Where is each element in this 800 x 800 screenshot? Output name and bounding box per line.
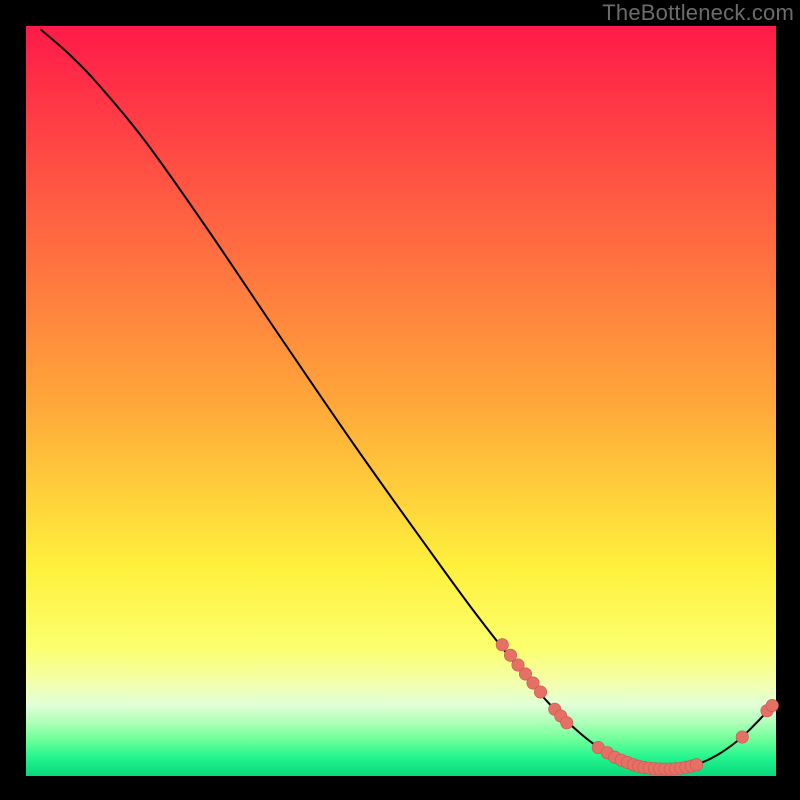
chart-container: { "watermark": "TheBottleneck.com", "cha… (0, 0, 800, 800)
data-point-marker (496, 639, 508, 651)
data-point-marker (736, 731, 748, 743)
data-point-marker (690, 759, 702, 771)
chart-background (26, 26, 776, 776)
bottleneck-curve-chart (0, 0, 800, 800)
data-point-marker (766, 699, 778, 711)
data-point-marker (534, 686, 546, 698)
watermark-text: TheBottleneck.com (602, 0, 794, 26)
data-point-marker (561, 717, 573, 729)
